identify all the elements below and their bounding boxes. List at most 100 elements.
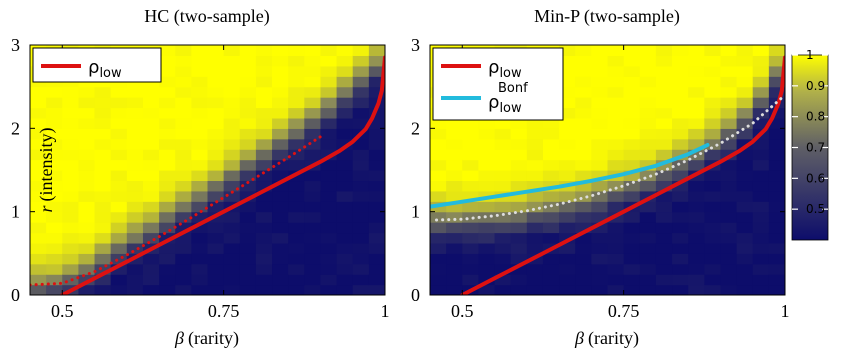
heatmap-cell	[494, 242, 512, 254]
heatmap-cell	[320, 128, 338, 140]
heatmap-cell	[768, 55, 785, 67]
heatmap-cell	[639, 159, 657, 171]
heatmap-cell	[752, 274, 770, 286]
heatmap-cell	[30, 201, 47, 213]
heatmap-cell	[304, 149, 322, 161]
heatmap-cell	[575, 170, 592, 182]
heatmap-cell	[191, 263, 209, 275]
heatmap-cell	[78, 274, 96, 286]
heatmap-cell	[462, 117, 480, 129]
heatmap-cell	[623, 222, 641, 234]
heatmap-cell	[752, 149, 770, 161]
heatmap-cell	[336, 201, 354, 213]
heatmap-cell	[142, 284, 160, 295]
heatmap-cell	[239, 242, 257, 254]
heatmap-cell	[639, 263, 657, 275]
heatmap-cell	[352, 76, 370, 88]
heatmap-cell	[752, 45, 770, 57]
heatmap-cell	[110, 170, 128, 182]
heatmap-cell	[142, 170, 160, 182]
heatmap-cell	[623, 55, 641, 67]
heatmap-cell	[655, 190, 673, 202]
heatmap-cell	[688, 201, 705, 213]
heatmap-cell	[288, 138, 305, 150]
heatmap-cell	[336, 211, 354, 223]
heatmap-cell	[223, 76, 241, 88]
heatmap-cell	[175, 86, 192, 98]
heatmap-cell	[368, 284, 385, 295]
heatmap-cell	[223, 45, 241, 57]
heatmap-cell	[352, 170, 370, 182]
heatmap-cell	[207, 242, 225, 254]
x-tick-label: 0.5	[451, 301, 474, 321]
heatmap-cell	[110, 117, 128, 129]
heatmap-cell	[142, 263, 160, 275]
heatmap-cell	[559, 170, 576, 182]
heatmap-cell	[752, 242, 770, 254]
heatmap-cell	[46, 190, 63, 202]
heatmap-cell	[78, 97, 96, 109]
heatmap-cell	[30, 117, 47, 129]
heatmap-cell	[559, 211, 576, 223]
heatmap-cell	[704, 222, 722, 234]
heatmap-cell	[526, 170, 544, 182]
heatmap-cell	[510, 232, 528, 244]
heatmap-cell	[704, 97, 722, 109]
heatmap-cell	[126, 117, 144, 129]
heatmap-cell	[768, 170, 785, 182]
y-tick-label: 2	[411, 118, 420, 138]
heatmap-cell	[736, 159, 754, 171]
heatmap-cell	[494, 149, 512, 161]
heatmap-cell	[591, 232, 609, 244]
colorbar-tick-label: 0.6	[806, 171, 825, 185]
heatmap-cell	[430, 170, 447, 182]
heatmap-cell	[336, 149, 354, 161]
heatmap-cell	[288, 190, 305, 202]
heatmap-cell	[255, 253, 273, 265]
heatmap-cell	[768, 65, 785, 77]
heatmap-cell	[288, 263, 305, 275]
heatmap-cell	[720, 55, 738, 67]
heatmap-cell	[336, 284, 354, 295]
heatmap-cell	[720, 159, 738, 171]
heatmap-cell	[255, 45, 273, 57]
heatmap-cell	[510, 284, 528, 295]
heatmap-cell	[591, 211, 609, 223]
heatmap-cell	[255, 76, 273, 88]
heatmap-cell	[207, 170, 225, 182]
heatmap-cell	[720, 180, 738, 192]
heatmap-cell	[159, 211, 176, 223]
heatmap-cell	[272, 159, 289, 171]
heatmap-cell	[94, 284, 112, 295]
heatmap-cell	[704, 284, 722, 295]
heatmap-cell	[446, 117, 463, 129]
heatmap-cell	[110, 232, 128, 244]
x-axis-label: β (rarity)	[574, 328, 639, 349]
heatmap-cell	[446, 170, 463, 182]
heatmap-cell	[607, 97, 625, 109]
heatmap-cell	[191, 190, 209, 202]
heatmap-cell	[207, 76, 225, 88]
heatmap-cell	[223, 65, 241, 77]
heatmap-cell	[62, 222, 80, 234]
heatmap-cell	[78, 284, 96, 295]
heatmap-cell	[62, 263, 80, 275]
heatmap-cell	[430, 138, 447, 150]
heatmap-cell	[494, 274, 512, 286]
heatmap-cell	[623, 263, 641, 275]
heatmap-cell	[223, 159, 241, 171]
heatmap-cell	[30, 107, 47, 119]
heatmap-cell	[446, 128, 463, 140]
heatmap-cell	[94, 222, 112, 234]
heatmap-cell	[191, 117, 209, 129]
heatmap-cell	[272, 86, 289, 98]
heatmap-cell	[368, 65, 385, 77]
heatmap-cell	[607, 222, 625, 234]
y-tick-label: 1	[11, 202, 20, 222]
heatmap-cell	[239, 138, 257, 150]
heatmap-cell	[304, 180, 322, 192]
heatmap-cell	[288, 159, 305, 171]
heatmap-cell	[639, 117, 657, 129]
heatmap-cell	[623, 284, 641, 295]
heatmap-cell	[446, 253, 463, 265]
